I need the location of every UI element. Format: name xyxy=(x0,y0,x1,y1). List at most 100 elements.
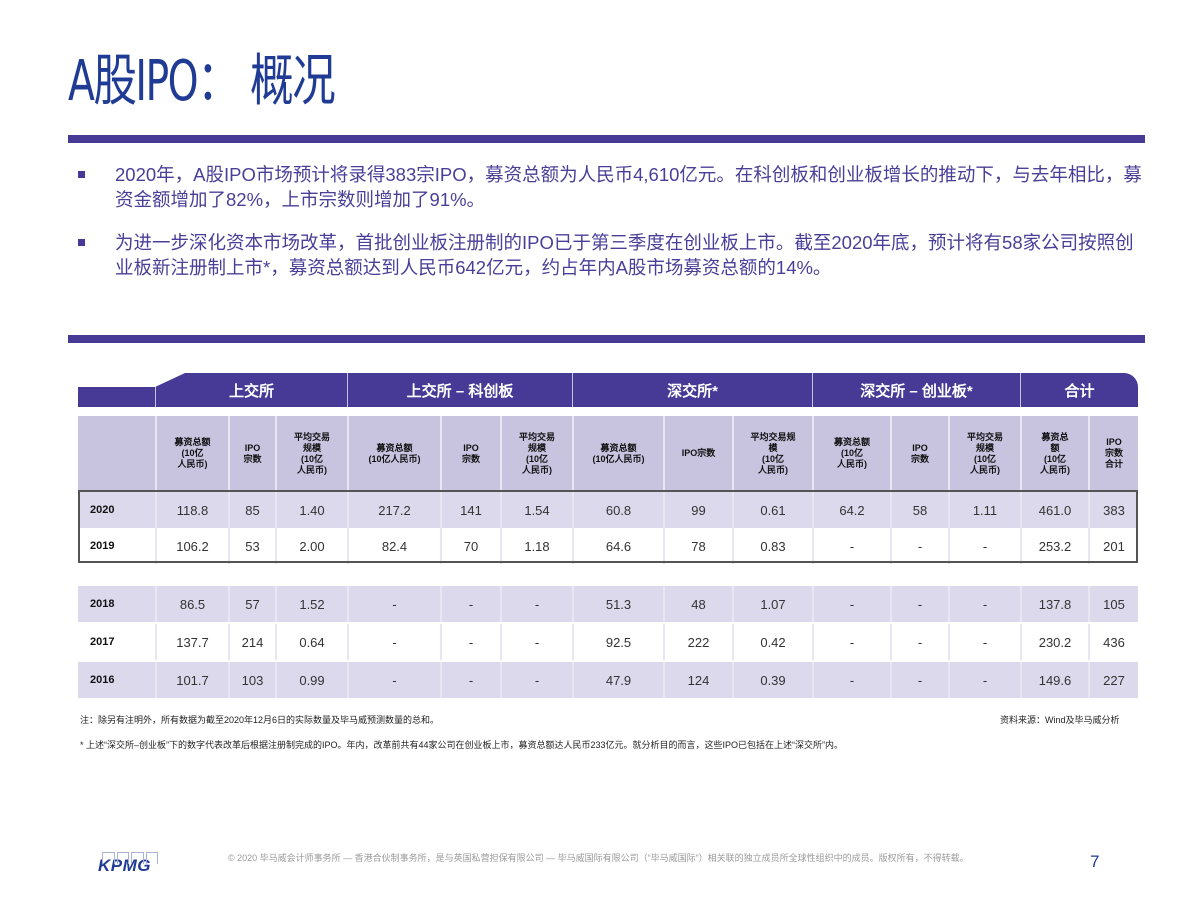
table-cell: 51.3 xyxy=(572,586,663,622)
column-header: 募资总额 (10亿人民币) xyxy=(572,416,663,491)
group-header-blank xyxy=(78,387,155,407)
page-title: A股IPO： 概况 xyxy=(68,49,336,114)
section-divider xyxy=(68,335,1145,343)
table-cell: 64.2 xyxy=(812,492,890,528)
table-cell: - xyxy=(890,586,948,622)
table-cell: - xyxy=(500,624,572,660)
table-cell: 0.42 xyxy=(732,624,812,660)
table-cell: 53 xyxy=(228,528,275,564)
bullet-list: 2020年，A股IPO市场预计将录得383宗IPO，募资总额为人民币4,610亿… xyxy=(78,162,1143,298)
table-cell: - xyxy=(890,528,948,564)
table-cell: 0.99 xyxy=(275,662,347,698)
source-note: 资料来源：Wind及毕马威分析 xyxy=(1000,715,1120,725)
table-cell: 217.2 xyxy=(347,492,440,528)
table-cell: 101.7 xyxy=(155,662,228,698)
footnote: 注：除另有注明外，所有数据为截至2020年12月6日的实际数量及毕马威预测数量的… xyxy=(80,715,440,725)
table-row: 2017 137.7 214 0.64- - -92.5 222 0.42- - -230.2 43… xyxy=(78,624,1138,660)
table-cell: 461.0 xyxy=(1020,492,1088,528)
table-cell: - xyxy=(347,624,440,660)
row-year: 2016 xyxy=(78,662,155,698)
column-header-row: 募资总额 (10亿 人民币) IPO 宗数 平均交易 规模 (10亿 人民币) … xyxy=(78,416,1138,491)
column-header: 募资总 额 (10亿 人民币) xyxy=(1020,416,1088,491)
row-year: 2020 xyxy=(78,492,155,528)
table-cell: 99 xyxy=(663,492,732,528)
table-cell: 227 xyxy=(1088,662,1138,698)
table-cell: 58 xyxy=(890,492,948,528)
table-cell: 103 xyxy=(228,662,275,698)
table-cell: 82.4 xyxy=(347,528,440,564)
table-cell: - xyxy=(948,528,1020,564)
title-divider xyxy=(68,135,1145,143)
table-cell: 78 xyxy=(663,528,732,564)
table-cell: 1.54 xyxy=(500,492,572,528)
table-cell: 47.9 xyxy=(572,662,663,698)
table-cell: 57 xyxy=(228,586,275,622)
table-cell: 222 xyxy=(663,624,732,660)
table-cell: - xyxy=(500,662,572,698)
column-header: IPO 宗数 xyxy=(440,416,500,491)
table-cell: 64.6 xyxy=(572,528,663,564)
table-cell: 137.7 xyxy=(155,624,228,660)
column-header: 平均交易 规模 (10亿 人民币) xyxy=(500,416,572,491)
table-cell: 214 xyxy=(228,624,275,660)
group-header-star: 上交所 – 科创板 xyxy=(347,373,572,407)
table-cell: - xyxy=(440,624,500,660)
column-header: IPO宗数 xyxy=(663,416,732,491)
table-cell: - xyxy=(812,624,890,660)
row-year: 2017 xyxy=(78,624,155,660)
table-row: 2019 106.2 53 2.00 82.4 70 1.18 64.6 78 0.83- - -25… xyxy=(78,528,1138,564)
copyright-text: © 2020 毕马威会计师事务所 — 香港合伙制事务所，是与英国私营担保有限公司… xyxy=(228,853,969,863)
column-header: 平均交易 规模 (10亿 人民币) xyxy=(275,416,347,491)
table-row: 2020 118.8 85 1.40 217.2 141 1.54 60.8 99 0.61 64.… xyxy=(78,492,1138,528)
table-cell: - xyxy=(948,662,1020,698)
table-cell: - xyxy=(440,586,500,622)
table-cell: 1.40 xyxy=(275,492,347,528)
column-header-year xyxy=(78,416,155,491)
table-cell: 1.07 xyxy=(732,586,812,622)
column-header: 平均交易 规模 (10亿 人民币) xyxy=(948,416,1020,491)
table-cell: 149.6 xyxy=(1020,662,1088,698)
table-cell: 2.00 xyxy=(275,528,347,564)
column-header: 募资总额 (10亿 人民币) xyxy=(155,416,228,491)
table-cell: 230.2 xyxy=(1020,624,1088,660)
table-cell: - xyxy=(890,662,948,698)
group-header-total: 合计 xyxy=(1020,373,1138,407)
table-cell: - xyxy=(890,624,948,660)
logo-text: KPMG xyxy=(98,856,151,875)
table-cell: - xyxy=(812,528,890,564)
table-row: 2016 101.7 103 0.99- - -47.9 124 0.39- - -149.6 22… xyxy=(78,662,1138,698)
logo-boxes-icon xyxy=(102,852,158,864)
row-year: 2018 xyxy=(78,586,155,622)
table-row: 2018 86.5 57 1.52- - -51.3 48 1.07- - -137.8 105 xyxy=(78,586,1138,622)
table-cell: 1.11 xyxy=(948,492,1020,528)
table-cell: - xyxy=(812,662,890,698)
column-header: 平均交易规 模 (10亿 人民币) xyxy=(732,416,812,491)
table-cell: - xyxy=(500,586,572,622)
kpmg-logo: KPMG xyxy=(98,852,158,876)
table-cell: 383 xyxy=(1088,492,1138,528)
table-cell: 0.83 xyxy=(732,528,812,564)
bullet-square-icon xyxy=(78,171,85,178)
table-cell: 0.39 xyxy=(732,662,812,698)
column-header: IPO 宗数 合计 xyxy=(1088,416,1138,491)
table-cell: 201 xyxy=(1088,528,1138,564)
table-cell: 1.52 xyxy=(275,586,347,622)
table-cell: - xyxy=(948,586,1020,622)
table-cell: 0.64 xyxy=(275,624,347,660)
bullet-square-icon xyxy=(78,239,85,246)
table-cell: 85 xyxy=(228,492,275,528)
group-header-szse: 深交所* xyxy=(572,373,812,407)
table-cell: 60.8 xyxy=(572,492,663,528)
table-cell: 106.2 xyxy=(155,528,228,564)
bullet-text: 为进一步深化资本市场改革，首批创业板注册制的IPO已于第三季度在创业板上市。截至… xyxy=(115,232,1134,278)
table-cell: - xyxy=(812,586,890,622)
table-cell: 92.5 xyxy=(572,624,663,660)
table-cell: 118.8 xyxy=(155,492,228,528)
bullet-item: 2020年，A股IPO市场预计将录得383宗IPO，募资总额为人民币4,610亿… xyxy=(78,162,1143,212)
bullet-text: 2020年，A股IPO市场预计将录得383宗IPO，募资总额为人民币4,610亿… xyxy=(115,164,1142,210)
group-header-chinext: 深交所 – 创业板* xyxy=(812,373,1020,407)
table-cell: 124 xyxy=(663,662,732,698)
table-cell: 0.61 xyxy=(732,492,812,528)
column-header: IPO 宗数 xyxy=(228,416,275,491)
table-cell: 86.5 xyxy=(155,586,228,622)
